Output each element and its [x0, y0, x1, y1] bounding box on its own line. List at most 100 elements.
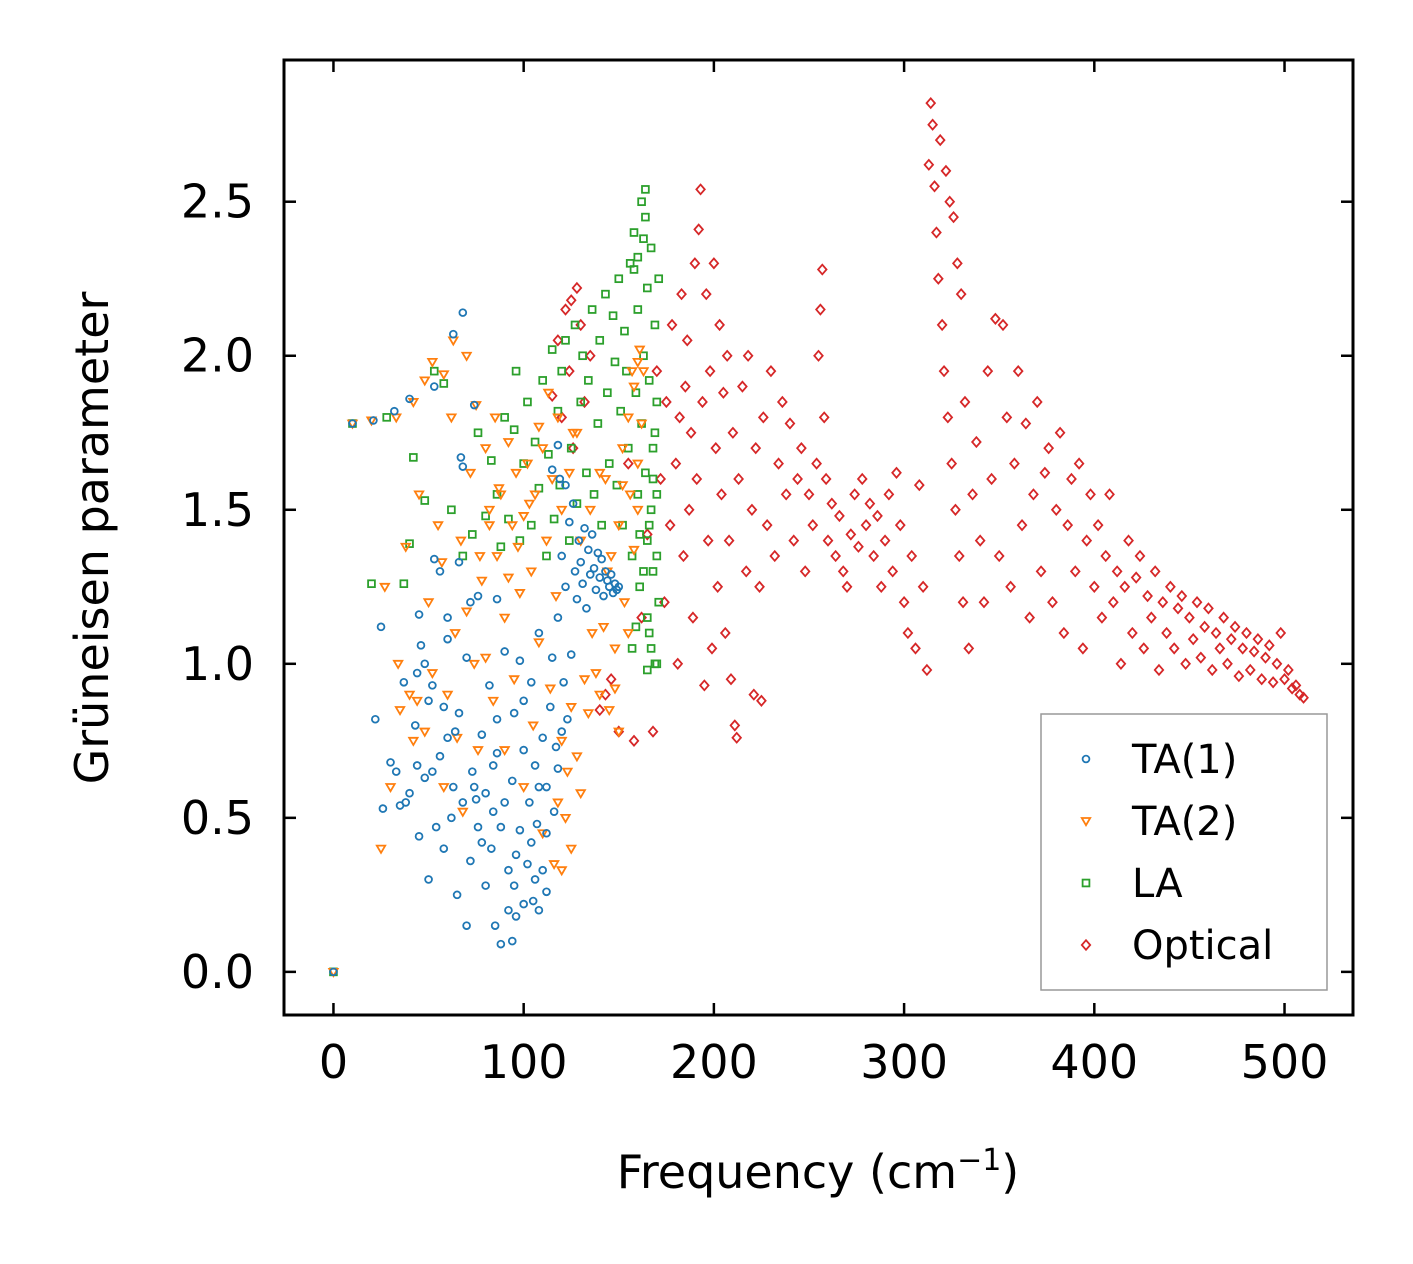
data-point-optical	[860, 519, 872, 532]
data-point-optical	[1191, 596, 1203, 609]
data-point-la	[601, 289, 610, 299]
data-point-ta2	[422, 598, 435, 609]
data-point-optical	[955, 287, 967, 301]
data-point-optical	[1028, 488, 1039, 501]
data-point-optical	[942, 411, 954, 424]
data-point-optical	[740, 565, 752, 578]
data-point-ta1	[443, 613, 452, 622]
data-point-ta2	[479, 444, 492, 455]
data-point-optical	[1282, 663, 1294, 677]
data-point-ta1	[511, 912, 521, 921]
data-point-optical	[1225, 632, 1237, 646]
data-point-ta1	[466, 597, 475, 607]
data-point-ta2	[571, 752, 583, 763]
data-point-optical	[556, 411, 568, 424]
data-point-optical	[1248, 645, 1260, 658]
data-point-ta1	[595, 573, 605, 582]
data-point-optical	[1107, 596, 1119, 609]
data-point-la	[549, 514, 559, 524]
data-point-optical	[712, 580, 724, 593]
data-point-optical	[849, 488, 861, 501]
data-point-ta1	[515, 825, 525, 835]
data-point-ta1	[534, 782, 544, 792]
data-point-optical	[689, 257, 701, 270]
data-point-optical	[1256, 673, 1268, 686]
data-point-optical	[1142, 589, 1153, 603]
data-point-optical	[853, 540, 864, 553]
data-point-ta1	[458, 462, 468, 471]
data-point-optical	[731, 731, 743, 744]
data-point-la	[429, 366, 439, 376]
data-point-ta2	[546, 475, 558, 485]
data-point-ta2	[510, 468, 522, 479]
data-point-ta2	[493, 484, 505, 495]
data-point-optical	[910, 642, 921, 655]
data-point-optical	[1020, 417, 1032, 430]
data-point-optical	[1088, 580, 1100, 593]
data-point-ta1	[477, 838, 487, 847]
data-point-ta2	[491, 552, 503, 562]
data-point-optical	[1168, 642, 1180, 655]
data-point-ta1	[391, 767, 401, 776]
data-point-optical	[822, 534, 834, 547]
legend-marker-optical	[1080, 938, 1092, 952]
data-point-optical	[702, 534, 714, 547]
data-point-ta1	[504, 905, 513, 915]
data-point-ta1	[519, 696, 528, 706]
data-point-la	[530, 437, 540, 447]
data-point-la	[538, 376, 547, 385]
data-point-la	[603, 388, 612, 398]
data-point-ta1	[439, 702, 449, 712]
data-point-ta2	[563, 468, 576, 479]
data-point-ta2	[460, 351, 473, 362]
data-point-ta2	[533, 422, 545, 433]
legend-marker-ta1	[1081, 754, 1091, 764]
data-point-ta2	[483, 521, 496, 532]
data-point-ta1	[526, 677, 536, 687]
data-point-ta2	[555, 866, 568, 877]
data-point-ta2	[584, 505, 597, 516]
data-point-optical	[1100, 549, 1112, 563]
legend-markers	[1080, 754, 1092, 952]
data-point-ta2	[624, 490, 636, 501]
data-point-optical	[837, 565, 849, 578]
data-point-la	[644, 520, 654, 530]
data-point-optical	[887, 565, 899, 578]
data-point-la	[509, 425, 519, 434]
data-point-la	[526, 520, 536, 530]
data-point-optical	[655, 472, 667, 486]
data-point-la	[468, 530, 477, 539]
data-point-optical	[894, 519, 906, 532]
data-point-optical	[1271, 657, 1283, 670]
data-point-la	[399, 579, 409, 589]
x-tick-label: 300	[860, 1035, 948, 1089]
data-point-optical	[746, 503, 758, 516]
data-point-ta2	[540, 536, 553, 547]
data-point-optical	[748, 688, 760, 701]
data-point-optical	[940, 164, 952, 178]
data-point-optical	[931, 226, 942, 239]
data-point-ta1	[369, 416, 378, 425]
data-point-optical	[938, 364, 950, 378]
data-point-la	[639, 234, 648, 243]
data-point-ta1	[416, 641, 426, 650]
data-point-optical	[647, 725, 659, 738]
data-point-optical	[1054, 426, 1066, 439]
data-point-la	[593, 419, 603, 428]
data-point-ta2	[616, 444, 629, 455]
data-point-ta2	[599, 475, 612, 485]
data-point-ta1	[576, 557, 586, 567]
data-point-ta1	[578, 579, 587, 589]
data-point-optical	[1085, 488, 1096, 501]
data-point-optical	[1275, 626, 1287, 640]
data-point-ta1	[509, 881, 519, 890]
data-point-optical	[733, 472, 745, 486]
data-point-ta1	[348, 419, 357, 428]
data-point-ta2	[527, 721, 539, 732]
data-point-ta2	[582, 709, 595, 720]
data-point-ta2	[460, 607, 473, 618]
data-point-ta1	[509, 708, 519, 718]
legend-label-ta1: TA(1)	[1131, 737, 1237, 783]
data-point-ta2	[403, 690, 416, 701]
data-point-optical	[691, 472, 703, 486]
